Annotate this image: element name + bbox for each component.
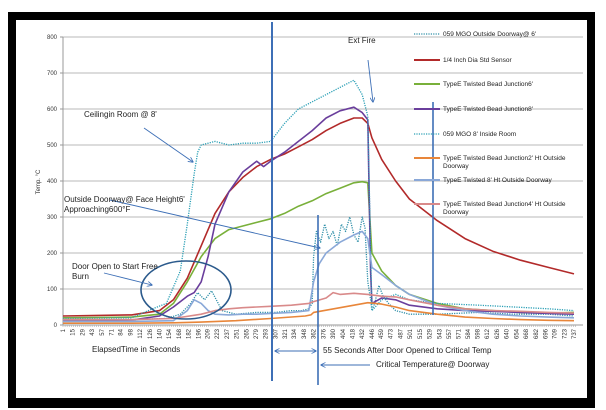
x-tick-label: 598 bbox=[475, 328, 481, 339]
x-tick-label: 626 bbox=[495, 328, 501, 339]
legend-label-line: Doorway bbox=[443, 209, 469, 216]
x-tick-label: 29 bbox=[80, 328, 86, 335]
x-tick-label: 709 bbox=[553, 328, 559, 339]
x-tick-label: 376 bbox=[321, 328, 327, 339]
x-tick-label: 696 bbox=[544, 328, 550, 339]
x-tick-label: 404 bbox=[341, 328, 347, 339]
x-tick-label: 98 bbox=[128, 328, 134, 335]
x-tick-label: 71 bbox=[110, 328, 116, 335]
x-tick-label: 557 bbox=[447, 328, 453, 339]
x-tick-label: 57 bbox=[100, 328, 106, 335]
x-tick-label: 279 bbox=[254, 328, 260, 339]
y-tick-label: 300 bbox=[47, 215, 58, 221]
x-tick-label: 515 bbox=[418, 328, 424, 339]
x-tick-label: 446 bbox=[370, 328, 376, 339]
x-tick-label: 737 bbox=[572, 328, 578, 339]
x-tick-label: 43 bbox=[90, 328, 96, 335]
x-tick-label: 293 bbox=[264, 328, 270, 339]
x-tick-label: 223 bbox=[215, 328, 221, 339]
legend-label-line: TypeE Twisted Bead Junction4' Ht Outside bbox=[443, 201, 566, 208]
x-tick-label: 473 bbox=[389, 328, 395, 339]
x-tick-label: 168 bbox=[177, 328, 183, 339]
series-line bbox=[62, 106, 575, 322]
y-tick-label: 400 bbox=[47, 179, 58, 185]
legend-label: 059 MGO Outside Doorway@ 6' bbox=[443, 31, 536, 38]
x-tick-label: 459 bbox=[379, 328, 385, 339]
legend-label-line: TypeE Twisted Bead Junction2' Ht Outside bbox=[443, 155, 566, 162]
y-tick-label: 200 bbox=[47, 251, 58, 257]
legend-label: TypeE Twisted 8' Ht Outside Doorway bbox=[443, 177, 553, 184]
series-line bbox=[63, 216, 575, 321]
y-tick-label: 800 bbox=[47, 35, 58, 41]
annotation-doorway-face: Outside Doorway@ Face Height6' bbox=[64, 195, 185, 204]
ceiling-arrow bbox=[143, 127, 193, 162]
y-axis-label: Temp. °C bbox=[36, 169, 42, 194]
x-tick-label: 84 bbox=[119, 328, 125, 335]
annotation-ext-fire: Ext Fire bbox=[348, 36, 376, 45]
chart-frame bbox=[8, 12, 595, 408]
x-tick-label: 209 bbox=[205, 328, 211, 339]
x-tick-label: 251 bbox=[235, 328, 241, 339]
x-tick-label: 196 bbox=[196, 328, 202, 339]
x-tick-label: 321 bbox=[283, 328, 289, 339]
x-tick-label: 362 bbox=[312, 328, 318, 339]
annotation-critical-temp: Critical Temperature@ Doorway bbox=[376, 360, 489, 369]
door-open-ellipse bbox=[140, 260, 232, 320]
x-tick-label: 682 bbox=[534, 328, 540, 339]
x-tick-label: 154 bbox=[167, 328, 173, 339]
legend-label: TypeE Twisted Bead Junction6' bbox=[443, 81, 533, 88]
y-tick-label: 100 bbox=[47, 287, 58, 293]
x-tick-label: 182 bbox=[187, 328, 193, 339]
series-line bbox=[63, 301, 575, 325]
x-tick-label: 140 bbox=[158, 328, 164, 339]
x-tick-label: 640 bbox=[505, 328, 511, 339]
x-tick-label: 487 bbox=[398, 328, 404, 339]
legend-label: TypeE Twisted Bead Junction2' Ht Outside… bbox=[443, 155, 566, 170]
legend-label: 1/4 Inch Dia Std Sensor bbox=[443, 57, 512, 64]
x-tick-label: 334 bbox=[292, 328, 298, 339]
x-tick-label: 584 bbox=[466, 328, 472, 339]
y-tick-label: 700 bbox=[47, 71, 58, 77]
x-tick-label: 543 bbox=[437, 328, 443, 339]
x-tick-label: 15 bbox=[71, 328, 77, 335]
legend-label-line: Doorway bbox=[443, 163, 469, 170]
x-tick-label: 501 bbox=[408, 328, 414, 339]
y-tick-label: 500 bbox=[47, 143, 58, 149]
x-tick-label: 237 bbox=[225, 328, 231, 339]
x-tick-label: 432 bbox=[360, 328, 366, 339]
x-tick-label: 1 bbox=[61, 328, 67, 332]
x-tick-label: 112 bbox=[138, 328, 144, 338]
x-tick-label: 418 bbox=[351, 328, 357, 339]
ext-fire-arrow bbox=[367, 59, 373, 102]
x-tick-label: 265 bbox=[244, 328, 250, 339]
x-tick-label: 126 bbox=[148, 328, 154, 339]
annotation-ceiling: Ceilingin Room @ 8' bbox=[84, 110, 157, 119]
y-tick-label: 600 bbox=[47, 107, 58, 113]
x-tick-label: 571 bbox=[457, 328, 463, 339]
annotation-approaching: Approaching600°F bbox=[64, 205, 130, 214]
x-tick-label: 307 bbox=[273, 328, 279, 339]
x-tick-label: 723 bbox=[562, 328, 568, 339]
series-line bbox=[62, 117, 575, 317]
x-tick-label: 390 bbox=[331, 328, 337, 339]
annotation-door-open: Door Open to Start Free bbox=[72, 262, 158, 271]
series-line bbox=[62, 180, 575, 319]
annotation-burn: Burn bbox=[72, 272, 89, 281]
x-tick-label: 529 bbox=[428, 328, 434, 339]
legend-label: TypeE Twisted Bead Junction8' bbox=[443, 106, 533, 113]
x-tick-label: 612 bbox=[485, 328, 491, 339]
y-tick-label: 0 bbox=[54, 323, 58, 329]
doorway-face-arrow bbox=[109, 199, 320, 248]
x-tick-label: 348 bbox=[302, 328, 308, 339]
annotation-55-seconds: 55 Seconds After Door Opened to Critical… bbox=[323, 346, 492, 355]
x-tick-label: 654 bbox=[514, 328, 520, 339]
legend-label: 059 MGO 8' Inside Room bbox=[443, 131, 516, 138]
x-axis-label: ElapsedTime in Seconds bbox=[92, 345, 180, 354]
door-open-arrow bbox=[103, 272, 152, 285]
x-tick-label: 668 bbox=[524, 328, 530, 339]
legend-label: TypeE Twisted Bead Junction4' Ht Outside… bbox=[443, 201, 566, 216]
